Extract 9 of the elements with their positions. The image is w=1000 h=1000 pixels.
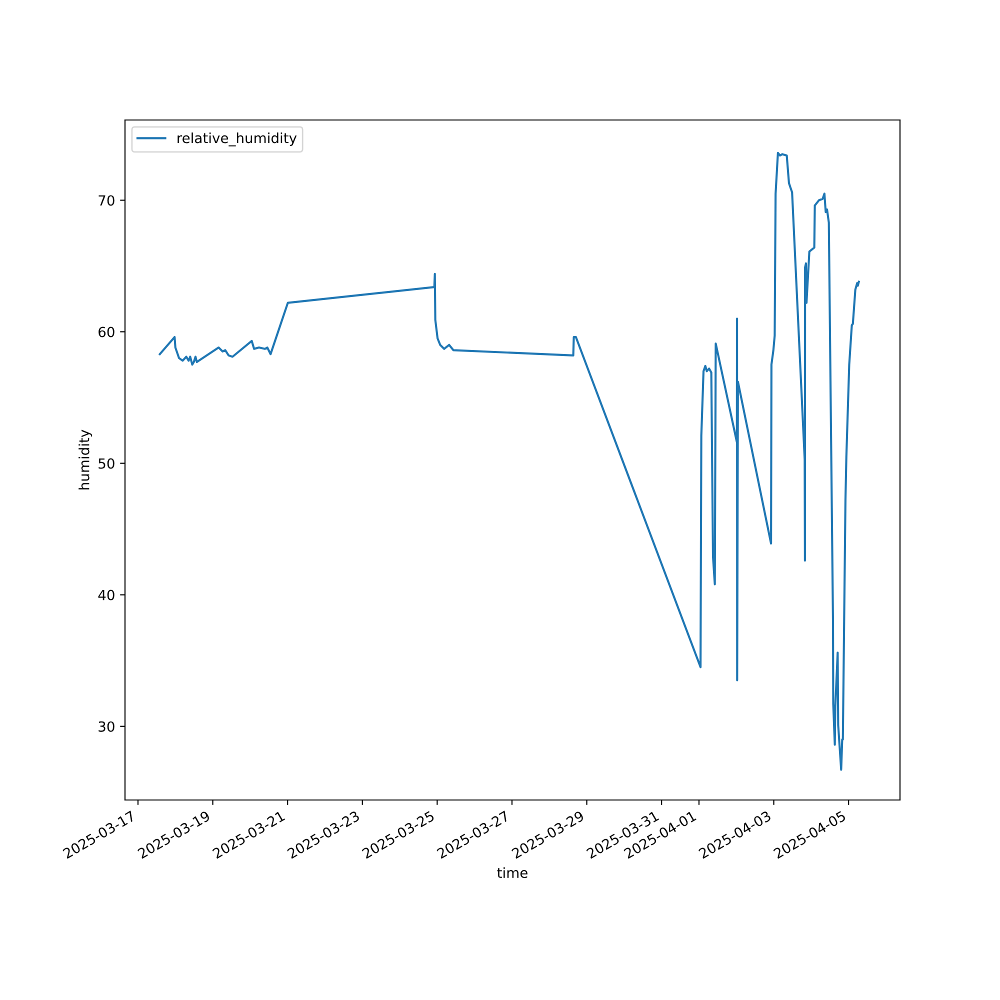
line-series — [158, 152, 860, 771]
y-tick-label: 40 — [98, 590, 114, 600]
y-axis-title: humidity — [78, 430, 92, 490]
y-tick-label: 30 — [98, 721, 114, 732]
y-tick-label: 70 — [98, 195, 114, 206]
x-axis-title: time — [497, 867, 528, 878]
legend-label: relative_humidity — [178, 132, 297, 146]
y-tick-label: 60 — [98, 326, 114, 338]
y-tick-label: 50 — [98, 458, 114, 469]
